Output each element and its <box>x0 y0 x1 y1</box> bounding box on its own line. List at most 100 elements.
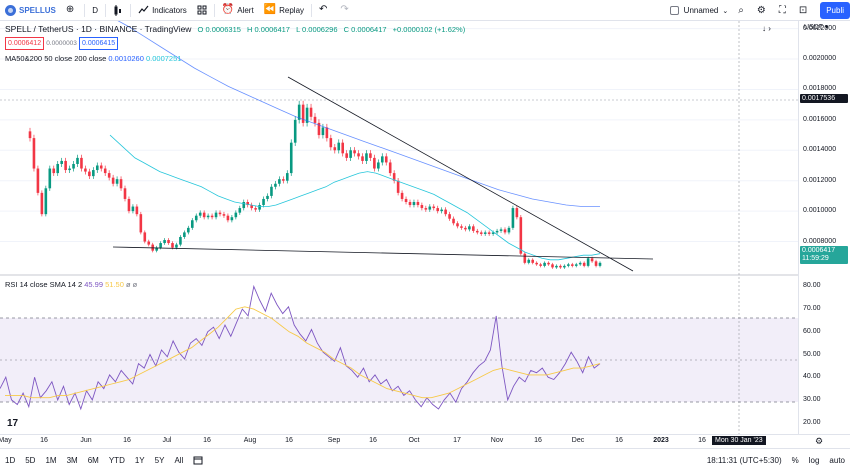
candle-body <box>586 258 590 266</box>
divider <box>105 3 107 17</box>
auto-toggle[interactable]: auto <box>829 456 845 465</box>
range-button-ytd[interactable]: YTD <box>108 456 125 465</box>
settings-button[interactable]: ⚙ <box>752 0 774 21</box>
time-axis-label: 17 <box>453 437 461 444</box>
candle-body <box>590 258 594 262</box>
range-button-3m[interactable]: 3M <box>66 456 78 465</box>
candle-body <box>428 206 432 210</box>
candle-body <box>309 107 313 117</box>
time-axis-label: 16 <box>369 437 377 444</box>
camera-icon: ⊡ <box>798 4 808 16</box>
range-button-5y[interactable]: 5Y <box>154 456 165 465</box>
undo-button[interactable]: ↶ <box>314 0 335 21</box>
candle-body <box>183 232 186 237</box>
range-buttons: 1D 5D 1M 3M 6M YTD 1Y 5Y All <box>0 456 188 465</box>
candle-body <box>230 217 234 221</box>
plus-circle-icon: ⊕ <box>65 4 75 15</box>
rsi-band-background <box>0 318 798 402</box>
percent-toggle[interactable]: % <box>791 456 799 465</box>
range-button-1d[interactable]: 1D <box>5 456 16 465</box>
candle-body <box>187 227 190 233</box>
candle-body <box>56 163 60 174</box>
candle-body <box>135 206 139 215</box>
chart-type-button[interactable] <box>108 0 128 21</box>
layout-name-button[interactable]: Unnamed ⌄ <box>665 0 734 21</box>
indicators-button[interactable]: Indicators <box>133 0 192 21</box>
layouts-button[interactable] <box>192 0 212 21</box>
candle-body <box>325 127 329 139</box>
candle-body <box>274 183 277 187</box>
candle-body <box>76 157 79 164</box>
price-axis-label: 0.0020000 <box>803 55 837 63</box>
search-button[interactable]: ⌕ <box>733 0 752 21</box>
bid-price-button[interactable]: 0.0006412 <box>5 37 45 50</box>
add-symbol-button[interactable]: ⊕ <box>61 0 82 21</box>
alert-button[interactable]: ⏰ Alert <box>217 0 259 21</box>
ma-indicator-name[interactable]: MA50&200 <box>5 54 43 63</box>
fullscreen-button[interactable]: ⛶ <box>774 0 794 21</box>
spread-value: 0.0000003 <box>46 40 77 47</box>
ma50-line <box>109 134 601 261</box>
interval-button[interactable]: D <box>87 0 103 21</box>
legend-title[interactable]: SPELL / TetherUS · 1D · BINANCE · Tradin… <box>5 24 192 34</box>
candle-body <box>111 177 115 184</box>
legend-change: +0.0000102 (+1.62%) <box>392 25 466 34</box>
price-axis[interactable]: USDT ▾ 0.0022000 0.0020000 0.0018000 0.0016… <box>798 21 850 434</box>
rsi-name[interactable]: RSI <box>5 280 18 289</box>
candle-body <box>88 171 91 177</box>
candle-body <box>190 220 194 228</box>
candle-body <box>123 188 127 199</box>
support-trendline[interactable] <box>112 246 654 260</box>
date-range-button[interactable] <box>188 455 208 467</box>
time-axis-label: 16 <box>285 437 293 444</box>
candle-body <box>238 208 242 213</box>
candle-body <box>523 253 527 263</box>
candle-body <box>119 179 123 189</box>
replay-button[interactable]: ⏪ Replay <box>259 0 309 21</box>
currency-selector[interactable]: USDT ▾ <box>804 24 829 31</box>
publish-button[interactable]: Publi <box>820 2 850 19</box>
rsi-ma-line <box>5 306 601 399</box>
candle-body <box>487 232 491 234</box>
range-button-1m[interactable]: 1M <box>45 456 57 465</box>
candle-body <box>198 212 202 216</box>
collapse-arrows[interactable]: ↓ › <box>762 24 771 33</box>
layout-checkbox-icon <box>669 6 679 15</box>
snapshot-button[interactable]: ⊡ <box>794 0 815 21</box>
range-button-1y[interactable]: 1Y <box>134 456 145 465</box>
range-button-6m[interactable]: 6M <box>87 456 99 465</box>
chart-canvas[interactable] <box>0 16 798 434</box>
candle-body <box>214 212 218 218</box>
time-axis[interactable]: May 16 Jun 16 Jul 16 Aug 16 Sep 16 Oct 17 Nov 16 Dec 16… <box>0 434 850 448</box>
candle-body <box>547 262 550 265</box>
redo-button[interactable]: ↷ <box>335 0 356 21</box>
price-axis-label: 0.0022000 <box>803 24 837 32</box>
range-button-all[interactable]: All <box>174 456 184 465</box>
candle-body <box>353 150 356 154</box>
ma200-line <box>109 16 600 208</box>
time-axis-settings-button[interactable]: ⚙ <box>815 436 823 447</box>
price-axis-label: 0.0012000 <box>803 176 837 184</box>
candle-body <box>301 104 305 123</box>
candle-body <box>472 226 475 231</box>
candle-body <box>95 165 99 171</box>
candle-body <box>179 236 182 245</box>
ask-price-button[interactable]: 0.0006415 <box>79 37 119 50</box>
clock-timezone[interactable]: 18:11:31 (UTC+5:30) <box>706 456 782 465</box>
candle-body <box>551 264 554 268</box>
candle-body <box>317 122 321 136</box>
log-toggle[interactable]: log <box>808 456 820 465</box>
ma50-value: 0.0010260 <box>108 54 144 63</box>
symbol-name: SPELLUS <box>19 5 56 15</box>
candle-body <box>44 188 48 215</box>
descending-trendline[interactable] <box>287 76 634 272</box>
time-axis-label: 16 <box>203 437 211 444</box>
candle-body <box>32 138 36 169</box>
range-button-5d[interactable]: 5D <box>25 456 36 465</box>
bottom-bar: 1D 5D 1M 3M 6M YTD 1Y 5Y All 18:11:31 (UTC+5:30)… <box>0 448 850 472</box>
symbol-search[interactable]: SPELLUS <box>0 0 61 21</box>
rsi-legend: RSI 14 close SMA 14 2 45.99 51.50 ø ø <box>5 280 137 289</box>
candle-body <box>420 205 424 209</box>
candle-body <box>52 168 56 174</box>
chart-area[interactable] <box>0 16 798 434</box>
